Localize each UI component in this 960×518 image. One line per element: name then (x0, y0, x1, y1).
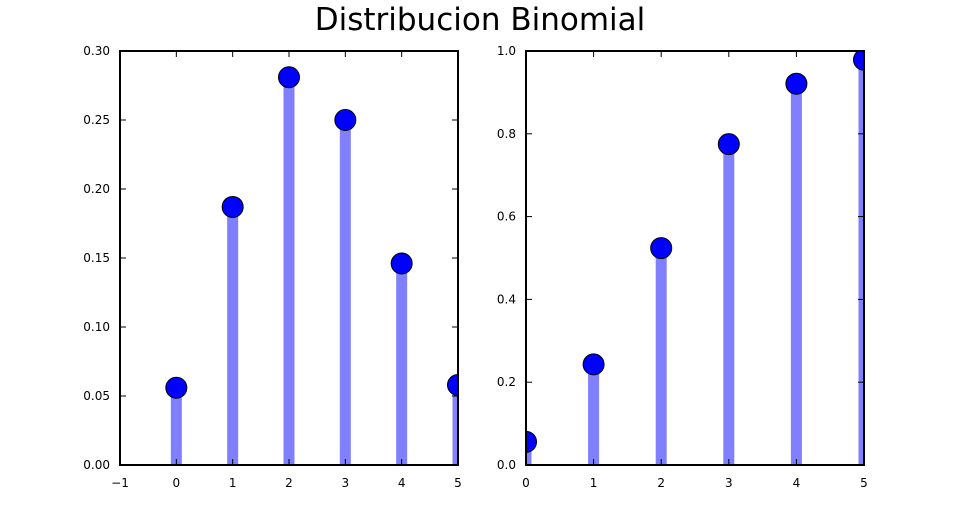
plot-area (526, 51, 864, 465)
data-point (717, 133, 740, 156)
x-tick-label: 0 (522, 476, 530, 490)
y-tick-label: 0.8 (497, 127, 516, 141)
x-tick-label: 4 (793, 476, 801, 490)
x-tick-label: 2 (657, 476, 665, 490)
x-tick-label: 3 (725, 476, 733, 490)
y-tick-label: 0.20 (83, 182, 110, 196)
y-tick-label: 0.10 (83, 320, 110, 334)
x-tick-label: 2 (285, 476, 293, 490)
data-point (582, 353, 605, 376)
subplot-1: −1 0 1 2 3 4 5 0.00 0.05 0.10 0.15 0.20 0.25 0.30 (83, 44, 462, 490)
data-point (334, 109, 357, 131)
subplot-2: 0 1 2 3 4 5 0.0 0.2 0.4 0.6 0.8 1.0 (497, 44, 868, 490)
data-point (221, 195, 244, 218)
y-tick-label: 0.2 (497, 375, 516, 389)
data-point (785, 72, 808, 95)
y-tick-label: 1.0 (497, 44, 516, 58)
data-point (650, 237, 673, 260)
x-tick-label: 5 (454, 476, 462, 490)
data-point (853, 51, 864, 71)
x-tick-label: 3 (342, 476, 350, 490)
y-tick-label: 0.0 (497, 458, 516, 472)
x-tick-label: 0 (173, 476, 181, 490)
data-point (278, 66, 300, 89)
x-tick-label: −1 (111, 476, 129, 490)
y-tick-label: 0.6 (497, 210, 516, 224)
x-tick-label: 5 (860, 476, 868, 490)
data-point (165, 376, 188, 399)
data-point (447, 373, 458, 396)
axes-frame (525, 50, 865, 466)
x-tick-label: 1 (229, 476, 237, 490)
x-tick-label: 1 (590, 476, 598, 490)
y-tick-label: 0.05 (83, 389, 110, 403)
y-tick-label: 0.15 (83, 251, 110, 265)
y-tick-label: 0.4 (497, 292, 516, 306)
y-tick-label: 0.30 (83, 44, 110, 58)
y-tick-label: 0.25 (83, 113, 110, 127)
plot-area (165, 66, 458, 465)
data-point (390, 252, 413, 275)
chart-title: Distribucion Binomial (314, 2, 646, 38)
y-tick-label: 0.00 (83, 458, 110, 472)
x-tick-label: 4 (398, 476, 406, 490)
data-point (526, 430, 537, 453)
